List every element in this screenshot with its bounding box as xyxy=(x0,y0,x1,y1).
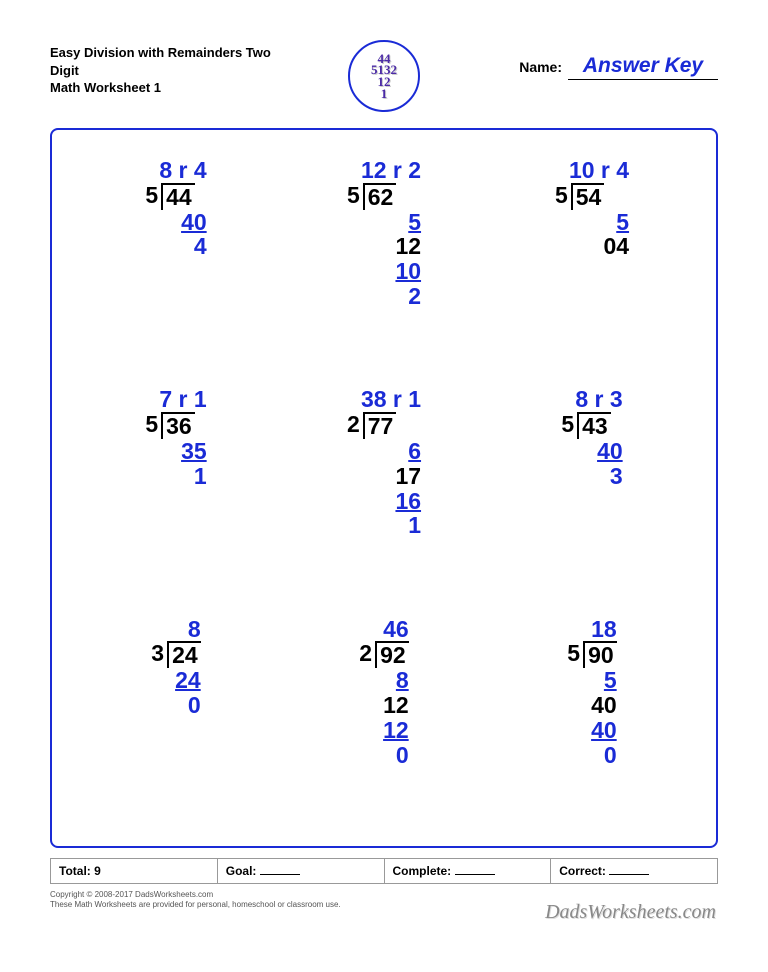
work-step: 04 xyxy=(555,234,629,259)
work-step: 1 xyxy=(347,513,421,538)
division-line: 590 xyxy=(567,641,616,668)
work-step: 3 xyxy=(561,464,622,489)
divisor: 5 xyxy=(145,183,161,210)
division-problem: 10 r 4554504 xyxy=(555,158,629,259)
work-step: 5 xyxy=(567,668,616,693)
work-step: 40 xyxy=(561,439,622,464)
title-line-2: Math Worksheet 1 xyxy=(50,79,280,97)
quotient: 8 xyxy=(151,617,200,642)
quotient: 18 xyxy=(567,617,616,642)
answer-key-text: Answer Key xyxy=(568,54,718,80)
work-step: 5 xyxy=(555,210,629,235)
divisor: 5 xyxy=(555,183,571,210)
title-line-1: Easy Division with Remainders Two Digit xyxy=(50,44,280,79)
division-line: 544 xyxy=(145,183,206,210)
division-problem: 8324240 xyxy=(151,617,200,718)
work-step: 10 xyxy=(347,259,421,284)
dividend: 92 xyxy=(375,641,409,668)
division-problem: 18590540400 xyxy=(567,617,616,768)
work-step: 40 xyxy=(567,718,616,743)
footer-stats: Total: 9 Goal: Complete: Correct: xyxy=(50,858,718,884)
work-step: 0 xyxy=(359,743,408,768)
divisor: 2 xyxy=(359,641,375,668)
name-field-block: Name: Answer Key xyxy=(519,40,718,80)
division-problem: 7 r 1536351 xyxy=(145,387,206,488)
division-problem: 12 r 2562512102 xyxy=(347,158,421,309)
name-label: Name: xyxy=(519,59,562,75)
division-line: 562 xyxy=(347,183,421,210)
quotient: 38 r 1 xyxy=(347,387,421,412)
divisor: 5 xyxy=(347,183,363,210)
quotient: 10 r 4 xyxy=(555,158,629,183)
work-step: 40 xyxy=(567,693,616,718)
division-problem: 38 r 1277617161 xyxy=(347,387,421,538)
dividend: 62 xyxy=(363,183,397,210)
work-step: 8 xyxy=(359,668,408,693)
division-line: 324 xyxy=(151,641,200,668)
quotient: 12 r 2 xyxy=(347,158,421,183)
quotient: 46 xyxy=(359,617,408,642)
division-line: 277 xyxy=(347,412,421,439)
work-step: 40 xyxy=(145,210,206,235)
quotient: 7 r 1 xyxy=(145,387,206,412)
work-step: 35 xyxy=(145,439,206,464)
worksheet-title: Easy Division with Remainders Two Digit … xyxy=(50,40,280,97)
complete-blank xyxy=(455,874,495,875)
work-step: 4 xyxy=(145,234,206,259)
dividend: 44 xyxy=(161,183,195,210)
worksheet-header: Easy Division with Remainders Two Digit … xyxy=(50,40,718,120)
divisor: 5 xyxy=(145,412,161,439)
work-step: 12 xyxy=(347,234,421,259)
goal-cell: Goal: xyxy=(218,859,385,883)
logo-text: 445132121 xyxy=(371,53,397,100)
work-step: 6 xyxy=(347,439,421,464)
work-step: 12 xyxy=(359,718,408,743)
total-cell: Total: 9 xyxy=(51,859,218,883)
dividend: 24 xyxy=(167,641,201,668)
copyright-line-1: Copyright © 2008-2017 DadsWorksheets.com xyxy=(50,890,718,900)
division-line: 543 xyxy=(561,412,622,439)
division-line: 554 xyxy=(555,183,629,210)
dividend: 54 xyxy=(571,183,605,210)
divisor: 2 xyxy=(347,412,363,439)
logo-circle: 445132121 xyxy=(348,40,420,112)
division-problem: 8 r 3543403 xyxy=(561,387,622,488)
divisor: 5 xyxy=(567,641,583,668)
goal-blank xyxy=(260,874,300,875)
problems-grid: 8 r 454440412 r 256251210210 r 45545047 … xyxy=(72,158,696,846)
correct-blank xyxy=(609,874,649,875)
work-step: 17 xyxy=(347,464,421,489)
division-line: 292 xyxy=(359,641,408,668)
work-step: 16 xyxy=(347,489,421,514)
dividend: 77 xyxy=(363,412,397,439)
division-line: 536 xyxy=(145,412,206,439)
work-step: 1 xyxy=(145,464,206,489)
dividend: 43 xyxy=(577,412,611,439)
division-problem: 8 r 4544404 xyxy=(145,158,206,259)
brand-watermark: DadsWorksheets.com xyxy=(545,901,716,924)
work-step: 0 xyxy=(567,743,616,768)
work-step: 12 xyxy=(359,693,408,718)
dividend: 36 xyxy=(161,412,195,439)
divisor: 5 xyxy=(561,412,577,439)
quotient: 8 r 4 xyxy=(145,158,206,183)
divisor: 3 xyxy=(151,641,167,668)
complete-cell: Complete: xyxy=(385,859,552,883)
work-step: 24 xyxy=(151,668,200,693)
dividend: 90 xyxy=(583,641,617,668)
worksheet-frame: 8 r 454440412 r 256251210210 r 45545047 … xyxy=(50,128,718,848)
division-problem: 46292812120 xyxy=(359,617,408,768)
work-step: 2 xyxy=(347,284,421,309)
work-step: 5 xyxy=(347,210,421,235)
work-step: 0 xyxy=(151,693,200,718)
quotient: 8 r 3 xyxy=(561,387,622,412)
correct-cell: Correct: xyxy=(551,859,717,883)
